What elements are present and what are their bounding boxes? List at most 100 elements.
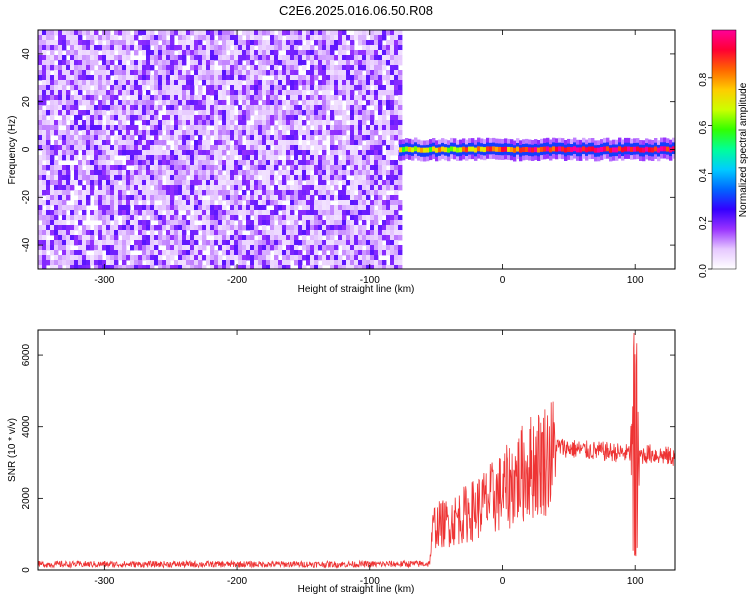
heatmap-cell: [338, 195, 343, 201]
heatmap-cell: [274, 110, 279, 116]
heatmap-cell: [90, 80, 95, 86]
heatmap-cell: [226, 265, 231, 269]
heatmap-cell: [362, 155, 367, 161]
heatmap-cell: [322, 205, 327, 211]
heatmap-cell: [246, 75, 251, 81]
heatmap-cell: [178, 90, 183, 96]
heatmap-cell: [218, 45, 223, 51]
heatmap-cell: [218, 160, 223, 166]
heatmap-cell: [480, 146, 484, 152]
heatmap-cell: [230, 210, 235, 216]
heatmap-cell: [378, 65, 383, 71]
heatmap-cell: [122, 175, 127, 181]
heatmap-cell: [262, 140, 267, 146]
heatmap-cell: [62, 255, 67, 261]
heatmap-cell: [250, 265, 255, 269]
heatmap-cell: [322, 245, 327, 251]
heatmap-cell: [154, 155, 159, 161]
heatmap-cell: [162, 225, 167, 231]
heatmap-cell: [374, 50, 379, 56]
heatmap-cell: [178, 85, 183, 91]
heatmap-cell: [278, 220, 283, 226]
heatmap-cell: [306, 230, 311, 236]
heatmap-cell: [122, 265, 127, 269]
heatmap-cell: [334, 225, 339, 231]
heatmap-cell: [170, 175, 175, 181]
heatmap-cell: [82, 135, 87, 141]
heatmap-cell: [398, 90, 403, 96]
heatmap-cell: [378, 215, 383, 221]
heatmap-cell: [102, 235, 107, 241]
heatmap-cell: [350, 125, 355, 131]
snr-frame: [37, 329, 676, 571]
heatmap-cell: [246, 140, 251, 146]
heatmap-cell: [390, 125, 395, 131]
heatmap-cell: [186, 160, 191, 166]
heatmap-cell: [90, 135, 95, 141]
heatmap-cell: [330, 220, 335, 226]
heatmap-cell: [166, 255, 171, 261]
heatmap-cell: [322, 115, 327, 121]
heatmap-cell: [162, 150, 167, 156]
heatmap-cell: [114, 115, 119, 121]
heatmap-cell: [342, 85, 347, 91]
heatmap-cell: [390, 245, 395, 251]
heatmap-cell: [354, 155, 359, 161]
heatmap-cell: [122, 90, 127, 96]
heatmap-cell: [210, 60, 215, 66]
heatmap-cell: [370, 130, 375, 136]
heatmap-cell: [314, 155, 319, 161]
heatmap-cell: [370, 35, 375, 41]
heatmap-cell: [202, 190, 207, 196]
heatmap-cell: [346, 230, 351, 236]
heatmap-cell: [386, 55, 391, 61]
heatmap-cell: [306, 250, 311, 256]
heatmap-cell: [374, 195, 379, 201]
heatmap-cell: [286, 260, 291, 266]
heatmap-cell: [318, 155, 323, 161]
heatmap-cell: [134, 235, 139, 241]
heatmap-cell: [158, 260, 163, 266]
heatmap-cell: [222, 205, 227, 211]
heatmap-cell: [258, 135, 263, 141]
heatmap-cell: [322, 175, 327, 181]
heatmap-cell: [290, 90, 295, 96]
heatmap-cell: [42, 60, 47, 66]
heatmap-cell: [222, 160, 227, 166]
heatmap-cell: [274, 105, 279, 111]
heatmap-cell: [214, 175, 219, 181]
heatmap-cell: [206, 100, 211, 106]
heatmap-cell: [238, 205, 243, 211]
heatmap-cell: [158, 60, 163, 66]
heatmap-cell: [102, 100, 107, 106]
heatmap-cell: [246, 225, 251, 231]
heatmap-cell: [282, 195, 287, 201]
heatmap-cell: [330, 245, 335, 251]
heatmap-cell: [246, 195, 251, 201]
heatmap-cell: [106, 160, 111, 166]
heatmap-cell: [90, 95, 95, 101]
heatmap-cell: [362, 215, 367, 221]
heatmap-cell: [162, 115, 167, 121]
heatmap-cell: [58, 130, 63, 136]
heatmap-cell: [290, 45, 295, 51]
heatmap-cell: [390, 100, 395, 106]
heatmap-cell: [98, 55, 103, 61]
heatmap-cell: [298, 200, 303, 206]
heatmap-cell: [50, 95, 55, 101]
heatmap-cell: [262, 240, 267, 246]
heatmap-cell: [594, 147, 598, 153]
heatmap-cell: [82, 40, 87, 46]
heatmap-cell: [190, 215, 195, 221]
heatmap-cell: [358, 85, 363, 91]
heatmap-cell: [378, 235, 383, 241]
heatmap-cell: [38, 250, 43, 256]
heatmap-cell: [234, 100, 239, 106]
heatmap-cell: [190, 205, 195, 211]
heatmap-cell: [86, 60, 91, 66]
heatmap-cell: [166, 190, 171, 196]
heatmap-cell: [82, 145, 87, 151]
heatmap-cell: [286, 190, 291, 196]
heatmap-cell: [306, 75, 311, 81]
heatmap-cell: [46, 45, 51, 51]
